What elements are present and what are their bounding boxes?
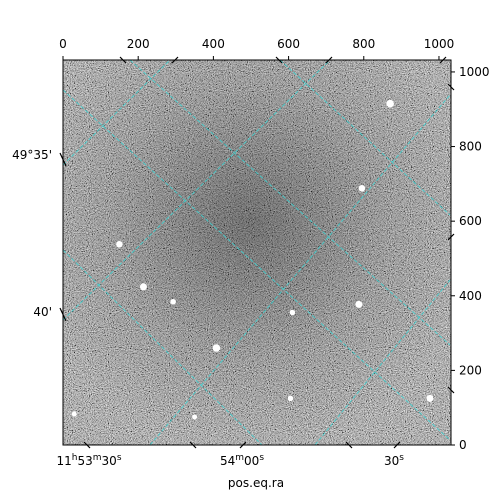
star-source [287, 395, 294, 402]
x-tick-label: 200 [127, 37, 150, 51]
x-tick-label: 600 [277, 37, 300, 51]
right-tick-2 [447, 233, 455, 241]
pixel-y-axis: 0 200 400 600 800 1000 [451, 65, 490, 452]
grid-line [63, 89, 451, 441]
star-source [170, 298, 176, 305]
dec-label-0: 49°35' [12, 148, 52, 162]
bottom-tick-4 [345, 441, 353, 449]
x-axis-label: pos.eq.ra [228, 476, 284, 490]
y-tick-label: 1000 [459, 65, 490, 79]
y-tick-label: 600 [459, 214, 482, 228]
dec-tick-35 [59, 152, 67, 167]
star-source [386, 99, 394, 108]
right-tick-3 [447, 386, 455, 394]
grid-line [279, 60, 451, 216]
grid-line [63, 60, 171, 166]
background-gradient [63, 60, 451, 445]
x-tick-label: 0 [59, 37, 67, 51]
top-tick-5 [439, 56, 447, 64]
star-source [71, 411, 77, 417]
bottom-tick-5 [393, 441, 401, 449]
dec-tick-40 [59, 307, 67, 322]
grid-line [149, 94, 451, 445]
star-source [289, 309, 296, 316]
y-tick-label: 200 [459, 363, 482, 377]
image-area [63, 60, 451, 445]
y-tick-label: 400 [459, 289, 482, 303]
ra-label-0: 11h53m30s [56, 453, 121, 468]
grid-line [314, 279, 451, 445]
bottom-tick-1 [83, 441, 91, 449]
world-coordinate-ticks [59, 56, 455, 449]
x-tick-label: 800 [352, 37, 375, 51]
ra-label-1: 54m00s [220, 453, 264, 468]
bottom-tick-2 [189, 441, 197, 449]
ra-tick-labels: 11h53m30s 54m00s 30s [56, 453, 404, 468]
top-tick-1 [119, 56, 127, 64]
x-tick-label: 400 [202, 37, 225, 51]
grid-line [63, 249, 263, 445]
star-source [426, 394, 434, 402]
star-source [212, 344, 221, 352]
source-layer [71, 99, 434, 420]
top-tick-4 [325, 56, 333, 64]
star-source [355, 300, 363, 308]
grid-line [129, 60, 451, 346]
y-tick-label: 0 [459, 438, 467, 452]
star-source [192, 414, 198, 420]
top-tick-2 [171, 56, 179, 64]
x-tick-label: 1000 [424, 37, 455, 51]
star-source [139, 283, 147, 291]
y-tick-label: 800 [459, 140, 482, 154]
grid-line [63, 60, 331, 321]
star-source [358, 185, 366, 192]
dec-tick-labels: 49°35' 40' [12, 148, 52, 319]
ra-label-2: 30s [384, 453, 404, 468]
star-source [116, 241, 123, 248]
pixel-x-axis: 0 200 400 600 800 1000 [59, 37, 454, 60]
bottom-tick-3 [239, 441, 247, 449]
coordinate-grid [63, 60, 451, 445]
plot-frame [62, 59, 452, 446]
dec-label-1: 40' [33, 305, 52, 319]
right-tick-1 [447, 83, 455, 91]
top-tick-3 [275, 56, 283, 64]
